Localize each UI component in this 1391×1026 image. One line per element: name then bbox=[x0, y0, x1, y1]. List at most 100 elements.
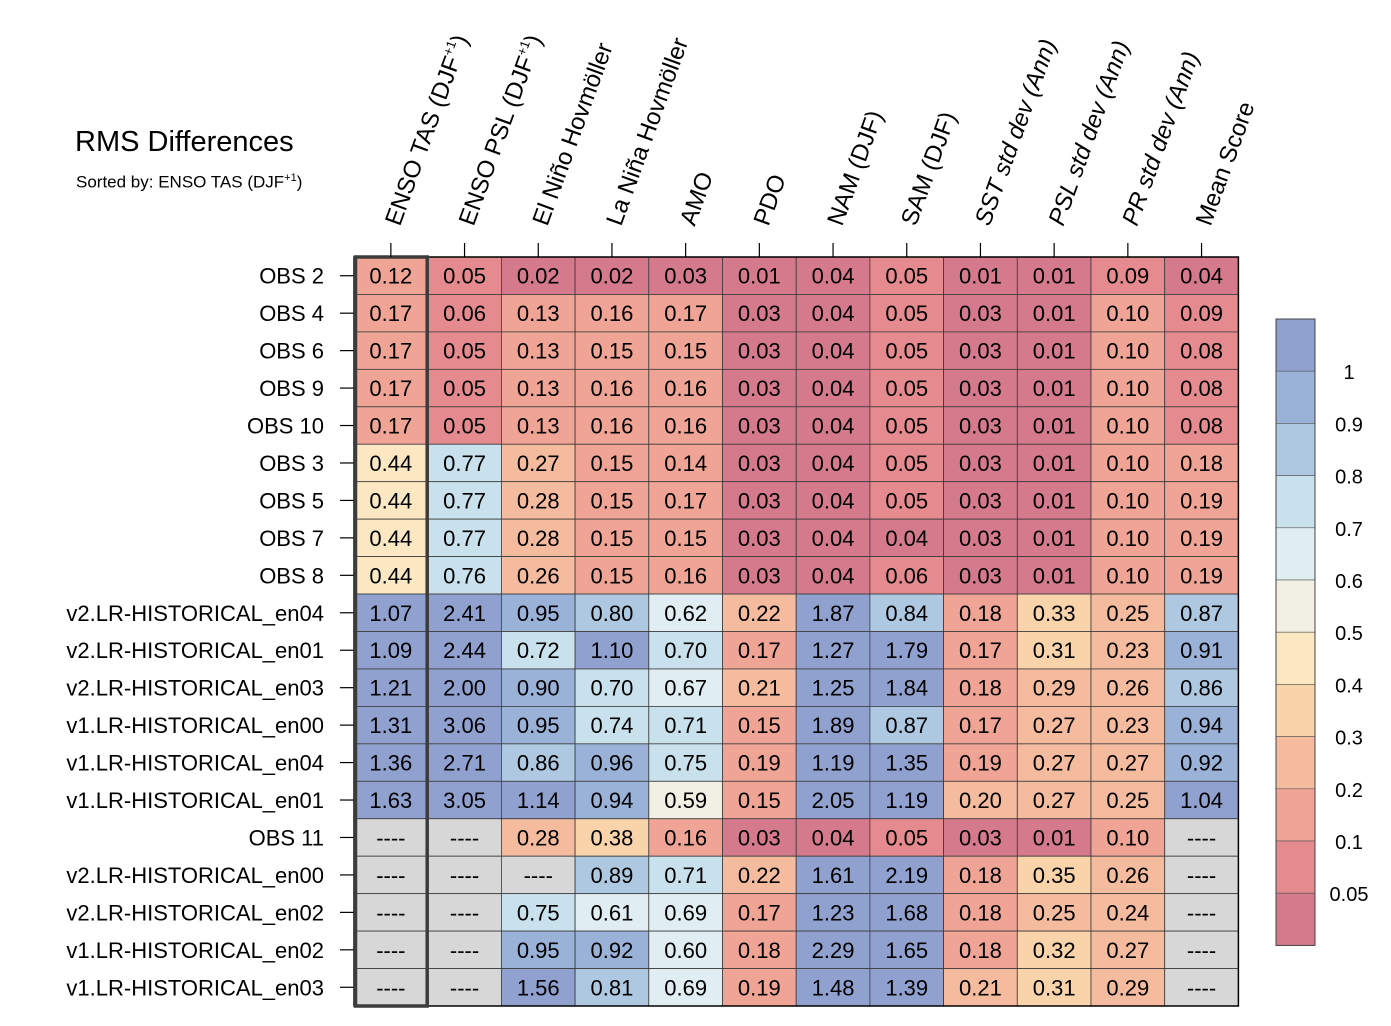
heatmap-cell bbox=[500, 518, 576, 558]
cell-value-label: 0.23 bbox=[1106, 638, 1149, 663]
heatmap-cell bbox=[1016, 518, 1092, 558]
heatmap-cell bbox=[722, 930, 797, 969]
cell-value-label: 0.15 bbox=[591, 488, 634, 513]
heatmap-cell bbox=[648, 930, 723, 969]
cell-value-label: ---- bbox=[1187, 825, 1216, 850]
heatmap-cell bbox=[943, 930, 1018, 969]
cell-value-label: 0.15 bbox=[664, 339, 707, 364]
cell-value-label: ---- bbox=[450, 863, 479, 888]
heatmap-cell bbox=[1090, 443, 1166, 483]
cell-value-label: 0.80 bbox=[591, 601, 634, 626]
cell-value-label: 0.24 bbox=[1106, 900, 1149, 925]
cell-value-label: 0.19 bbox=[738, 751, 781, 776]
cell-value-label: 0.15 bbox=[591, 526, 634, 551]
heatmap-cell bbox=[722, 631, 797, 670]
heatmap-cell bbox=[353, 893, 429, 932]
cell-value-label: 0.10 bbox=[1106, 376, 1149, 401]
cell-value-label: 0.08 bbox=[1180, 339, 1223, 364]
heatmap-cell bbox=[353, 556, 429, 595]
cell-value-label: 0.05 bbox=[443, 264, 486, 289]
heatmap-cell bbox=[869, 481, 945, 520]
cell-value-label: 2.29 bbox=[812, 938, 855, 963]
cell-value-label: 0.27 bbox=[1033, 751, 1076, 776]
cell-value-label: 0.27 bbox=[1033, 788, 1076, 813]
cell-value-label: 1.31 bbox=[369, 713, 412, 738]
heatmap-cell bbox=[427, 593, 502, 632]
heatmap-cell bbox=[353, 780, 429, 820]
cell-value-label: 0.16 bbox=[591, 301, 634, 326]
heatmap-cell bbox=[427, 256, 502, 295]
heatmap-cell bbox=[943, 518, 1018, 558]
cell-value-label: 0.03 bbox=[738, 301, 781, 326]
heatmap-cell bbox=[722, 256, 797, 295]
heatmap-cell bbox=[1016, 481, 1092, 520]
chart-subtitle: Sorted by: ENSO TAS (DJF+1) bbox=[76, 172, 302, 193]
heatmap-cell bbox=[574, 930, 650, 969]
heatmap-cell bbox=[648, 331, 723, 370]
heatmap-cell bbox=[869, 706, 945, 745]
cell-value-label: 1.61 bbox=[812, 863, 855, 888]
heatmap-cell bbox=[722, 706, 797, 745]
cell-value-label: 0.05 bbox=[443, 339, 486, 364]
heatmap-cell bbox=[1016, 706, 1092, 745]
cell-value-label: ---- bbox=[450, 900, 479, 925]
cell-value-label: 0.27 bbox=[1106, 751, 1149, 776]
cell-value-label: 0.01 bbox=[1033, 414, 1076, 439]
cell-value-label: 0.72 bbox=[517, 638, 560, 663]
heatmap-cell bbox=[353, 706, 429, 745]
heatmap-cell bbox=[795, 518, 871, 558]
cell-value-label: 0.95 bbox=[517, 938, 560, 963]
cell-value-label: 0.28 bbox=[517, 526, 560, 551]
cell-value-label: 0.05 bbox=[443, 376, 486, 401]
row-label: OBS 6 bbox=[259, 339, 324, 364]
row-label: OBS 11 bbox=[249, 825, 324, 850]
cell-value-label: 0.02 bbox=[591, 264, 634, 289]
cell-value-label: 0.84 bbox=[885, 601, 928, 626]
cell-value-label: 1.21 bbox=[369, 676, 412, 701]
cell-value-label: 0.04 bbox=[1180, 264, 1223, 289]
heatmap-cell bbox=[500, 930, 576, 969]
heatmap-cell bbox=[353, 406, 429, 445]
colorbar-segment bbox=[1275, 736, 1316, 790]
chart-title: RMS Differences bbox=[75, 126, 294, 158]
column-label: SAM (DJF) bbox=[896, 108, 962, 229]
heatmap-cell bbox=[648, 631, 723, 670]
row-label: OBS 7 bbox=[259, 526, 324, 551]
heatmap-cell bbox=[722, 406, 797, 445]
cell-value-label: 0.18 bbox=[959, 676, 1002, 701]
column-label: ENSO PSL (DJF+1) bbox=[453, 31, 548, 229]
cell-value-label: 0.15 bbox=[664, 526, 707, 551]
cell-value-label: 0.95 bbox=[517, 713, 560, 738]
row-label: v1.LR-HISTORICAL_en03 bbox=[66, 975, 324, 1000]
cell-value-label: 0.76 bbox=[443, 563, 486, 588]
cell-value-label: 0.28 bbox=[517, 825, 560, 850]
cell-value-label: 0.17 bbox=[738, 900, 781, 925]
cell-value-label: 0.04 bbox=[812, 825, 855, 850]
heatmap-cell bbox=[722, 593, 797, 632]
heatmap-cell bbox=[722, 743, 797, 782]
heatmap-cell bbox=[648, 256, 723, 295]
cell-value-label: 0.81 bbox=[591, 975, 634, 1000]
heatmap-cell bbox=[943, 706, 1018, 745]
heatmap-cell bbox=[1090, 818, 1166, 857]
cell-value-label: 0.27 bbox=[1033, 713, 1076, 738]
cell-value-label: 1.25 bbox=[812, 676, 855, 701]
cell-value-label: ---- bbox=[376, 863, 405, 888]
row-label: v2.LR-HISTORICAL_en03 bbox=[66, 676, 324, 701]
cell-value-label: 1.04 bbox=[1180, 788, 1223, 813]
row-label: v1.LR-HISTORICAL_en00 bbox=[66, 713, 324, 738]
column-label: PSL std dev (Ann) bbox=[1043, 37, 1135, 229]
cell-value-label: 0.28 bbox=[517, 488, 560, 513]
row-label: OBS 5 bbox=[259, 488, 324, 513]
column-label-superscript: +1 bbox=[440, 38, 459, 57]
heatmap-cell bbox=[500, 855, 576, 895]
cell-value-label: 0.04 bbox=[812, 376, 855, 401]
cell-value-label: 0.03 bbox=[738, 376, 781, 401]
cell-value-label: 0.01 bbox=[1033, 451, 1076, 476]
colorbar-segment bbox=[1275, 579, 1316, 633]
heatmap-cell bbox=[869, 593, 945, 632]
cell-value-label: 0.13 bbox=[517, 339, 560, 364]
cell-value-label: 0.17 bbox=[664, 488, 707, 513]
cell-value-label: 1.23 bbox=[812, 900, 855, 925]
heatmap-cell bbox=[1090, 706, 1166, 745]
